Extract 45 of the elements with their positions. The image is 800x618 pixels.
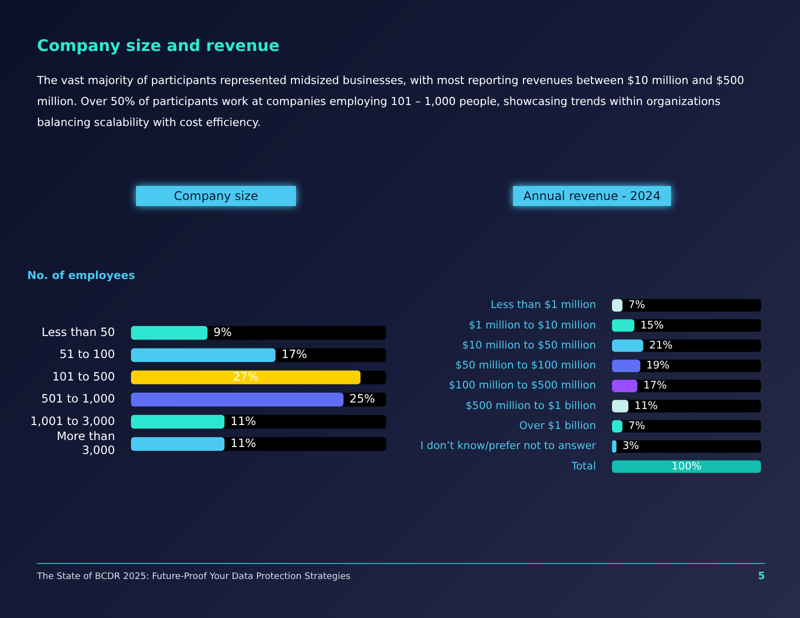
y-tick-label: Less than 50: [42, 324, 115, 339]
data-label: 15%: [640, 319, 664, 332]
text: The State of BCDR 2025: Future-Proof Your Data Protection Strategies: [37, 572, 350, 582]
y-tick-label: Less than $1 million: [490, 299, 596, 312]
y-tick-label: 51 to 100: [60, 347, 115, 362]
chart-title: Company size: [136, 186, 296, 206]
data-label: 9%: [214, 324, 232, 339]
bar: [612, 319, 634, 332]
data-label: 11%: [230, 436, 256, 450]
y-tick-label: I don’t know/prefer not to answer: [420, 440, 597, 452]
y-tick-label: Over $1 billion: [519, 420, 596, 432]
bar: [612, 360, 640, 372]
bar: [612, 339, 644, 352]
y-tick-label: More than 3,000: [56, 429, 115, 457]
y-tick-label: 1,001 to 3,000: [30, 414, 115, 428]
y-tick-label: $1 million to $10 million: [468, 319, 596, 332]
data-label: 21%: [649, 339, 673, 352]
bar: [612, 380, 638, 392]
data-label: 19%: [646, 360, 670, 372]
y-tick-label: $10 million to $50 million: [462, 339, 596, 352]
y-tick-label: $100 million to $500 million: [448, 380, 596, 392]
bar: [612, 299, 622, 312]
y-axis-title: No. of employees: [26, 268, 135, 284]
data-label: 11%: [230, 414, 256, 428]
data-label: 25%: [350, 392, 376, 406]
y-tick-label: $50 million to $100 million: [455, 360, 596, 372]
data-label: 7%: [628, 420, 646, 432]
data-label: 3%: [622, 440, 640, 452]
y-tick-label: Total: [570, 460, 596, 472]
bar: [612, 420, 622, 433]
y-tick-label: $500 million to $1 billion: [466, 400, 596, 412]
data-label: 17%: [282, 347, 308, 362]
chart-title: Annual revenue - 2024: [513, 186, 671, 206]
data-label: 7%: [628, 299, 646, 312]
y-tick-label: 101 to 500: [52, 369, 115, 384]
bar: [612, 400, 628, 412]
text: 5: [757, 571, 765, 582]
data-label: 100%: [671, 460, 702, 472]
data-label: 27%: [232, 369, 259, 384]
text: The vast majority of participants represented midsized businesses, with most reporting revenues between $10 million and $500 million. Over 50% of participants work at companies employing 101 – 1,000 people, showcasing trends within organizations balancing scalability with cost efficiency.: [37, 73, 746, 131]
data-label: 17%: [643, 380, 667, 392]
data-label: 11%: [634, 400, 658, 412]
y-tick-label: 501 to 1,000: [41, 392, 115, 406]
text: Company size and revenue: [37, 36, 280, 55]
bar: [131, 326, 208, 340]
